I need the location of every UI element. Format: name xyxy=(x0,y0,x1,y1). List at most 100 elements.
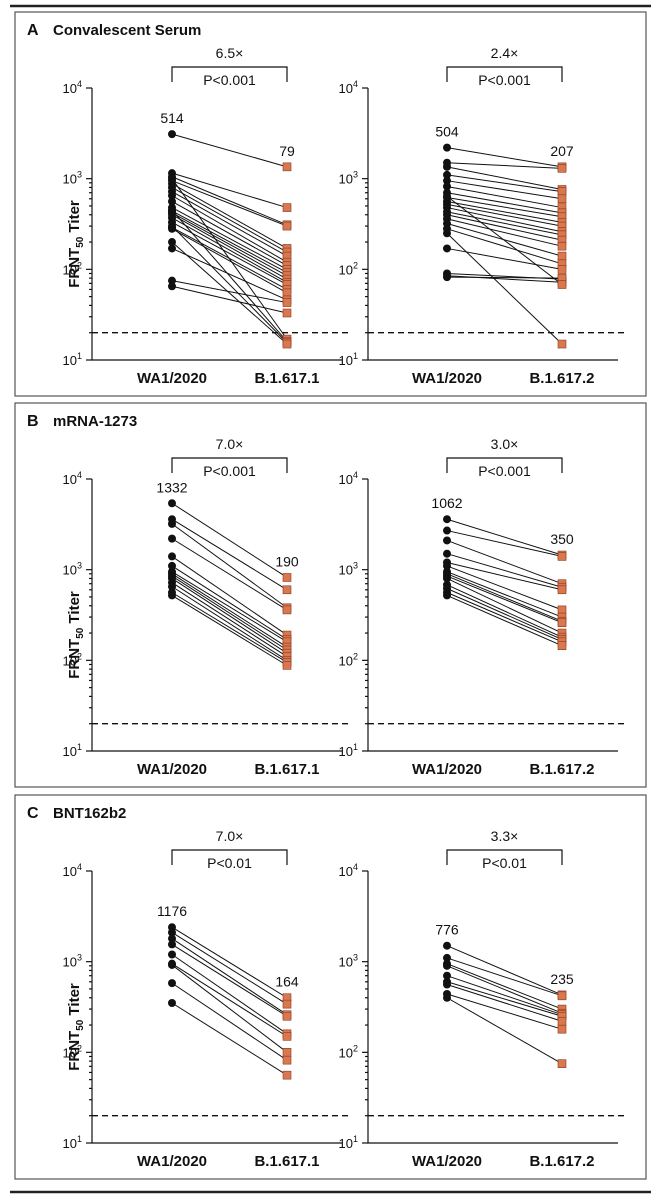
variant-point xyxy=(282,573,292,582)
pair-line xyxy=(446,192,563,214)
pair-line xyxy=(171,578,288,654)
fold-change-label: 6.5× xyxy=(216,45,244,61)
pair-line xyxy=(446,203,563,227)
pair-line xyxy=(171,176,288,226)
p-value-label: P<0.01 xyxy=(207,855,252,871)
pair-line xyxy=(446,201,563,223)
wa1-point xyxy=(168,979,176,988)
pair-line xyxy=(171,538,288,611)
pair-line xyxy=(446,211,563,236)
wa1-point xyxy=(168,534,176,543)
y-tick-label: 104 xyxy=(63,79,82,96)
pair-line xyxy=(446,592,563,643)
pair-line xyxy=(171,178,288,340)
wa1-point xyxy=(168,940,176,949)
variant-point xyxy=(282,605,292,615)
variant-point xyxy=(557,241,567,251)
gmt-label: 164 xyxy=(275,974,299,990)
wa1-point xyxy=(443,549,451,558)
variant-point xyxy=(282,339,292,349)
y-tick-label: 103 xyxy=(339,953,358,970)
pair-line xyxy=(446,963,563,1010)
pair-line xyxy=(171,210,288,274)
variant-point xyxy=(282,1070,292,1080)
pair-line xyxy=(171,592,288,663)
pair-line xyxy=(446,981,563,1017)
variant-point xyxy=(557,641,567,651)
y-axis-label: FRNT50 Titer xyxy=(66,200,86,288)
wa1-point xyxy=(168,934,176,943)
pair-line xyxy=(171,571,288,643)
y-tick-label: 101 xyxy=(63,351,82,368)
y-tick-label: 102 xyxy=(63,1043,82,1060)
pair-line xyxy=(446,965,563,1014)
wa1-point xyxy=(168,591,176,600)
x-category-label: WA1/2020 xyxy=(412,761,482,778)
variant-point xyxy=(282,298,292,307)
variant-point xyxy=(282,1055,292,1065)
wa1-point xyxy=(443,591,451,600)
panel-title: mRNA-1273 xyxy=(53,413,137,430)
wa1-point xyxy=(168,552,176,561)
panel-border xyxy=(14,794,647,1180)
gmt-label: 1176 xyxy=(157,903,187,919)
variant-point xyxy=(557,585,567,595)
pair-line xyxy=(446,573,563,622)
pair-line xyxy=(446,228,563,265)
subplot-b-2: 101 102 103 104 WA1/2020 B.1.617.2 3.0× P<0.001… xyxy=(339,436,626,778)
pair-line xyxy=(171,247,288,301)
wa1-point xyxy=(443,143,451,152)
wa1-point xyxy=(168,238,176,247)
pair-line xyxy=(171,575,288,651)
pair-line xyxy=(446,162,563,169)
wa1-point xyxy=(443,162,451,171)
significance-bracket xyxy=(446,66,563,82)
wa1-point xyxy=(443,536,451,545)
variant-point xyxy=(557,618,567,628)
wa1-point xyxy=(168,197,176,206)
y-axis-label: FRNT50 Titer xyxy=(66,591,86,679)
x-category-label: WA1/2020 xyxy=(137,1153,207,1170)
gmt-label: 207 xyxy=(550,143,574,159)
variant-point xyxy=(557,1016,567,1026)
gmt-label: 776 xyxy=(435,922,459,938)
wa1-point xyxy=(443,941,451,950)
wa1-point xyxy=(168,561,176,570)
gmt-label: 235 xyxy=(550,971,574,987)
pair-line xyxy=(446,185,563,209)
pair-line xyxy=(171,285,288,314)
x-category-label: WA1/2020 xyxy=(137,370,207,387)
variant-point xyxy=(557,1024,567,1034)
fold-change-label: 7.0× xyxy=(216,436,244,452)
pair-line xyxy=(446,214,563,241)
wa1-point xyxy=(168,999,176,1008)
variant-point xyxy=(557,280,567,289)
pair-line xyxy=(171,280,288,304)
pair-line xyxy=(446,945,563,996)
x-category-label: WA1/2020 xyxy=(137,761,207,778)
pair-line xyxy=(171,943,288,1017)
y-tick-label: 101 xyxy=(339,742,358,759)
y-tick-label: 101 xyxy=(63,1134,82,1151)
y-tick-label: 104 xyxy=(339,470,358,487)
wa1-point xyxy=(443,244,451,253)
wa1-point xyxy=(168,499,176,508)
pair-line xyxy=(171,191,288,257)
x-category-label: B.1.617.2 xyxy=(529,1153,594,1170)
pair-line xyxy=(446,575,563,624)
variant-point xyxy=(282,1048,292,1057)
pair-line xyxy=(446,562,563,591)
pair-line xyxy=(446,147,563,168)
wa1-point xyxy=(168,174,176,183)
significance-bracket xyxy=(446,457,563,473)
variant-point xyxy=(557,339,567,349)
variant-point xyxy=(282,661,292,670)
pair-line xyxy=(446,174,563,193)
pair-line xyxy=(446,180,563,200)
subplot-c-2: 101 102 103 104 WA1/2020 B.1.617.2 3.3× P<0.01 7… xyxy=(339,828,626,1170)
wa1-point xyxy=(443,971,451,980)
wa1-point xyxy=(443,526,451,535)
significance-bracket xyxy=(446,849,563,865)
wa1-point xyxy=(168,206,176,215)
axis-lines xyxy=(367,88,618,361)
